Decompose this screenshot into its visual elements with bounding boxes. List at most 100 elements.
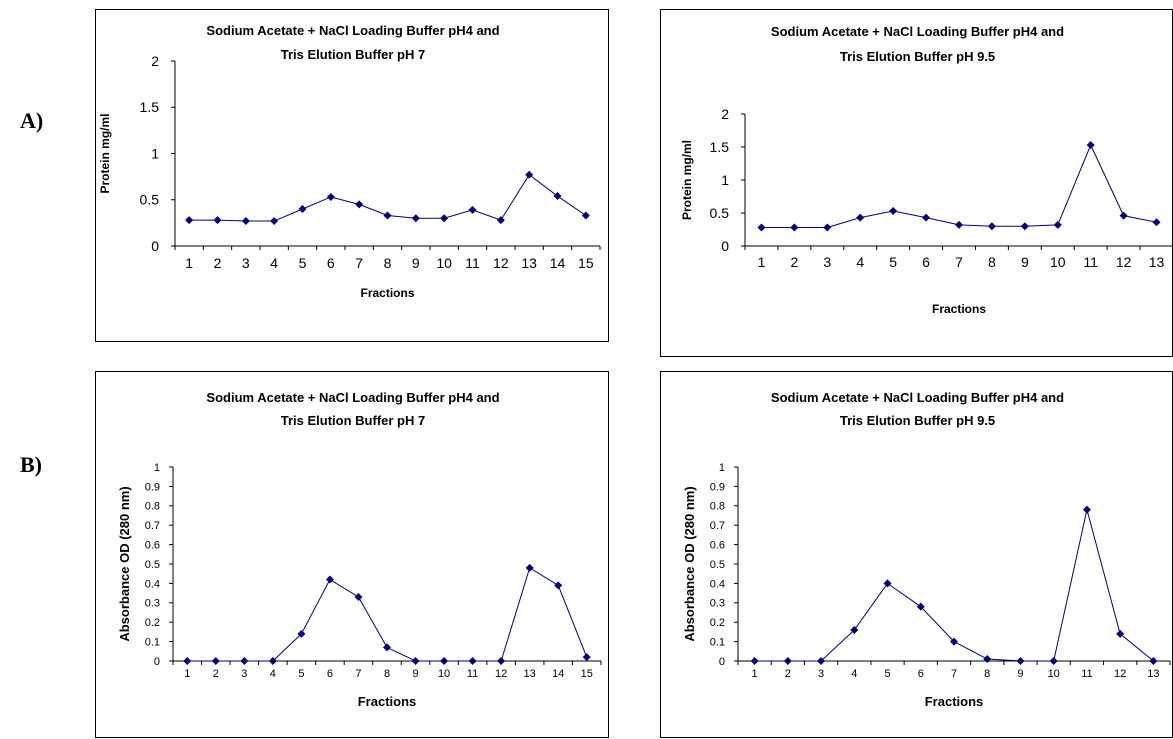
y-tick-label: 0.5 bbox=[710, 205, 730, 221]
y-tick-label: 0.7 bbox=[710, 520, 725, 532]
data-point-marker bbox=[268, 657, 277, 665]
data-point-marker bbox=[823, 223, 832, 232]
data-point-marker bbox=[950, 637, 958, 646]
x-tick-label: 10 bbox=[1048, 668, 1060, 680]
x-tick-label: 2 bbox=[213, 668, 219, 680]
data-point-marker bbox=[1152, 218, 1161, 227]
data-point-marker bbox=[525, 170, 534, 179]
chart-a-ph7-svg: Sodium Acetate + NaCl Loading Buffer pH4… bbox=[98, 23, 601, 300]
x-tick-label: 1 bbox=[185, 255, 193, 271]
x-tick-label: 13 bbox=[524, 668, 536, 680]
x-tick-label: 1 bbox=[184, 668, 190, 680]
data-point-marker bbox=[553, 192, 562, 201]
x-tick-label: 13 bbox=[1147, 668, 1159, 680]
data-point-marker bbox=[1016, 657, 1025, 665]
data-point-marker bbox=[1086, 141, 1095, 150]
x-tick-label: 8 bbox=[384, 255, 392, 271]
x-tick-label: 6 bbox=[327, 255, 335, 271]
x-tick-label: 4 bbox=[856, 254, 864, 270]
data-point-marker bbox=[916, 602, 925, 611]
data-point-marker bbox=[856, 213, 865, 222]
y-tick-label: 0 bbox=[721, 238, 729, 254]
chart-title-line: Tris Elution Buffer pH 7 bbox=[281, 47, 425, 62]
data-point-marker bbox=[1116, 629, 1125, 638]
y-tick-label: 0.7 bbox=[145, 520, 160, 532]
x-tick-label: 4 bbox=[270, 668, 276, 680]
data-point-marker bbox=[922, 213, 931, 222]
x-tick-label: 14 bbox=[550, 255, 566, 271]
data-point-marker bbox=[185, 216, 194, 225]
x-tick-label: 3 bbox=[818, 668, 824, 680]
x-tick-label: 11 bbox=[1081, 668, 1092, 680]
y-tick-label: 0 bbox=[719, 656, 725, 668]
y-tick-label: 0.4 bbox=[710, 578, 725, 590]
data-point-marker bbox=[983, 655, 992, 664]
x-axis-title: Fractions bbox=[358, 694, 417, 709]
y-tick-label: 0.5 bbox=[710, 559, 725, 571]
x-tick-label: 4 bbox=[270, 255, 278, 271]
y-tick-label: 0.2 bbox=[145, 617, 160, 629]
y-tick-label: 1 bbox=[151, 145, 159, 161]
chart-a-ph95-svg: Sodium Acetate + NaCl Loading Buffer pH4… bbox=[680, 24, 1173, 316]
data-point-marker bbox=[750, 657, 759, 665]
data-point-marker bbox=[987, 222, 996, 231]
x-tick-label: 12 bbox=[1114, 668, 1126, 680]
x-tick-label: 10 bbox=[436, 255, 452, 271]
data-point-marker bbox=[240, 657, 249, 665]
x-tick-label: 12 bbox=[1116, 254, 1132, 270]
chart-a-ph7: Sodium Acetate + NaCl Loading Buffer pH4… bbox=[95, 9, 609, 342]
x-tick-label: 7 bbox=[955, 254, 963, 270]
x-tick-label: 7 bbox=[951, 668, 957, 680]
data-point-marker bbox=[411, 657, 420, 665]
y-tick-label: 1 bbox=[719, 462, 725, 474]
data-point-marker bbox=[817, 657, 826, 665]
y-tick-label: 0 bbox=[151, 238, 159, 254]
data-point-marker bbox=[411, 214, 420, 223]
data-point-marker bbox=[955, 220, 963, 229]
x-tick-label: 5 bbox=[298, 668, 304, 680]
data-point-marker bbox=[582, 653, 591, 662]
x-tick-label: 11 bbox=[1083, 254, 1098, 270]
chart-b-ph95: Sodium Acetate + NaCl Loading Buffer pH4… bbox=[660, 371, 1173, 738]
y-tick-label: 0.2 bbox=[710, 617, 725, 629]
data-point-marker bbox=[1149, 657, 1158, 665]
x-tick-label: 3 bbox=[823, 254, 831, 270]
data-point-marker bbox=[270, 217, 279, 226]
x-tick-label: 1 bbox=[758, 254, 766, 270]
y-tick-label: 1.5 bbox=[710, 139, 730, 155]
data-point-marker bbox=[325, 575, 334, 584]
chart-title-line: Sodium Acetate + NaCl Loading Buffer pH4… bbox=[206, 23, 499, 38]
y-axis-title: Absorbance OD (280 nm) bbox=[117, 486, 132, 641]
x-tick-label: 12 bbox=[493, 255, 509, 271]
data-point-marker bbox=[757, 223, 766, 232]
data-point-marker bbox=[468, 205, 477, 214]
data-point-marker bbox=[850, 625, 859, 634]
chart-title-line: Sodium Acetate + NaCl Loading Buffer pH4… bbox=[206, 390, 499, 405]
x-axis-title: Fractions bbox=[925, 694, 984, 709]
y-tick-label: 0.9 bbox=[145, 481, 160, 493]
x-tick-label: 6 bbox=[327, 668, 333, 680]
data-point-marker bbox=[1053, 220, 1062, 229]
y-tick-label: 0.8 bbox=[710, 501, 725, 513]
y-axis-title: Protein mg/ml bbox=[98, 113, 112, 193]
chart-title-line: Tris Elution Buffer pH 9.5 bbox=[840, 413, 995, 428]
y-axis-title: Absorbance OD (280 nm) bbox=[682, 486, 697, 641]
y-tick-label: 0.3 bbox=[145, 598, 160, 610]
x-tick-label: 8 bbox=[384, 668, 390, 680]
data-point-marker bbox=[783, 657, 792, 665]
y-tick-label: 0.1 bbox=[145, 636, 160, 648]
data-point-marker bbox=[554, 581, 563, 590]
y-tick-label: 0.8 bbox=[145, 501, 160, 513]
x-tick-label: 7 bbox=[355, 668, 361, 680]
data-point-marker bbox=[883, 579, 892, 588]
x-tick-label: 11 bbox=[467, 668, 478, 680]
x-tick-label: 3 bbox=[242, 255, 250, 271]
x-tick-label: 13 bbox=[521, 255, 537, 271]
data-point-marker bbox=[355, 200, 364, 209]
data-point-marker bbox=[496, 216, 505, 225]
y-tick-label: 2 bbox=[151, 53, 159, 69]
y-tick-label: 0.3 bbox=[710, 598, 725, 610]
data-point-marker bbox=[440, 657, 449, 665]
data-point-marker bbox=[790, 223, 799, 232]
series-line bbox=[761, 143, 1157, 229]
